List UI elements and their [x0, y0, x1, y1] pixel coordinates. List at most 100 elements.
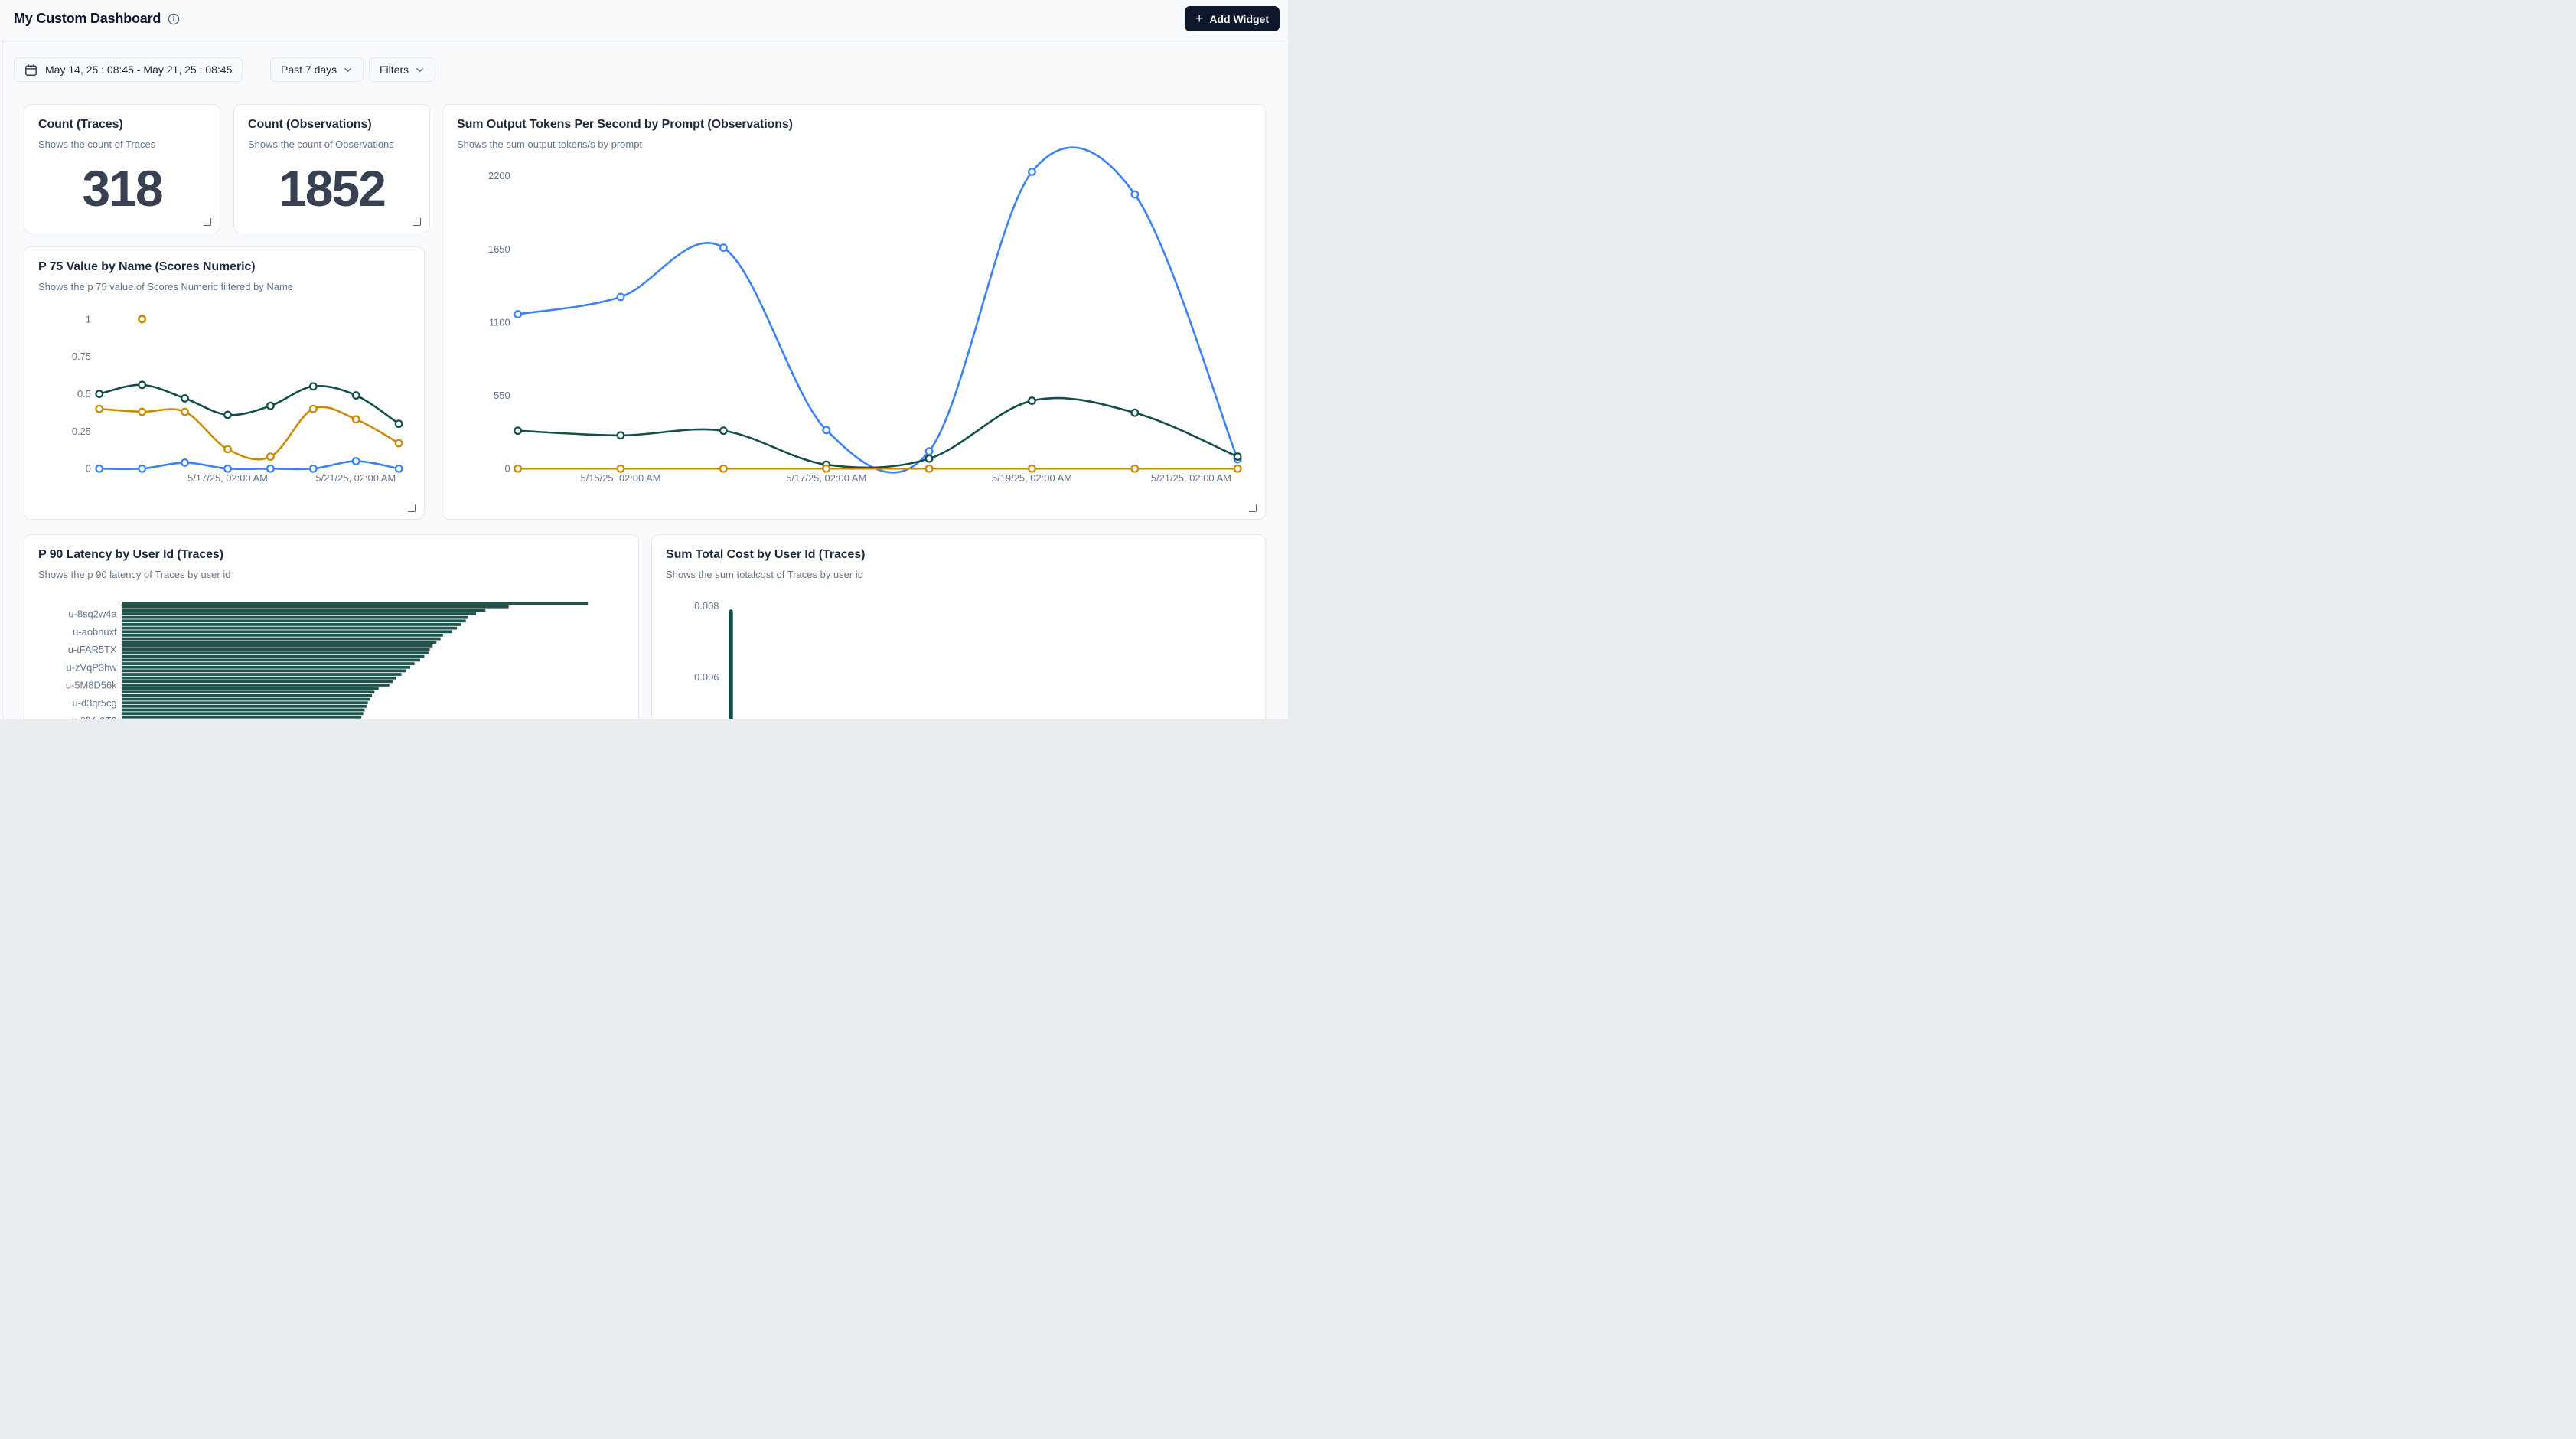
data-point — [926, 465, 933, 472]
data-point — [139, 382, 145, 389]
data-point — [926, 448, 933, 455]
info-icon[interactable] — [168, 13, 180, 25]
line-series-amber — [99, 407, 399, 460]
latency-bar — [122, 641, 436, 644]
latency-bar — [122, 659, 420, 662]
resize-handle-icon[interactable] — [408, 504, 416, 512]
widget-subtitle: Shows the p 75 value of Scores Numeric f… — [38, 281, 410, 292]
data-point — [823, 427, 830, 434]
line-series-blue — [518, 148, 1238, 473]
widget-count-traces: Count (Traces) Shows the count of Traces… — [24, 104, 220, 233]
date-range-picker[interactable]: May 14, 25 : 08:45 - May 21, 25 : 08:45 — [14, 57, 243, 82]
latency-bar — [122, 623, 461, 626]
plus-icon: + — [1195, 11, 1204, 25]
data-point — [267, 453, 274, 460]
latency-bar — [122, 609, 485, 612]
latency-bar — [122, 666, 410, 669]
user-id-label: u-8fVa9T3 — [71, 715, 116, 720]
chevron-down-icon — [343, 65, 353, 75]
date-preset-dropdown[interactable]: Past 7 days — [270, 57, 364, 82]
widget-title: Count (Traces) — [38, 118, 206, 132]
resize-handle-icon[interactable] — [204, 218, 211, 226]
data-point — [353, 392, 360, 399]
y-tick-label: 1650 — [488, 243, 510, 255]
widget-p75-value-chart: P 75 Value by Name (Scores Numeric) Show… — [24, 246, 425, 520]
y-tick-label: 0.008 — [694, 600, 719, 612]
data-point — [720, 244, 727, 251]
data-point — [96, 390, 103, 397]
line-series-teal — [99, 385, 399, 424]
latency-bar — [122, 651, 429, 654]
topbar: My Custom Dashboard + Add Widget — [0, 0, 1288, 38]
data-point — [396, 420, 403, 427]
data-point — [96, 406, 103, 413]
latency-bar — [122, 709, 364, 712]
filters-label: Filters — [380, 64, 409, 76]
widget-count-observations: Count (Observations) Shows the count of … — [233, 104, 430, 233]
user-id-label: u-d3qr5cg — [72, 697, 116, 709]
latency-bar — [122, 627, 457, 630]
resize-handle-icon[interactable] — [413, 218, 421, 226]
chevron-down-icon — [415, 65, 425, 75]
widget-title: Count (Observations) — [248, 118, 416, 132]
metric-value: 318 — [24, 163, 220, 214]
latency-bar — [122, 680, 393, 683]
latency-bar — [122, 605, 509, 609]
y-tick-label: 0.25 — [72, 426, 91, 437]
latency-bar — [122, 701, 368, 704]
data-point — [396, 465, 403, 472]
widget-subtitle: Shows the count of Traces — [38, 139, 206, 150]
data-point — [353, 416, 360, 423]
latency-bar — [122, 673, 401, 676]
widget-title: Sum Total Cost by User Id (Traces) — [666, 548, 1251, 562]
data-point — [720, 465, 727, 472]
data-point — [926, 455, 933, 462]
user-id-label: u-8sq2w4a — [68, 609, 117, 620]
data-point — [1234, 453, 1241, 460]
latency-bar — [122, 677, 396, 680]
data-point — [310, 465, 317, 472]
content-left-border — [2, 38, 3, 720]
latency-bar — [122, 669, 406, 672]
resize-handle-icon[interactable] — [1249, 504, 1257, 512]
latency-bar — [122, 690, 374, 693]
data-point — [139, 465, 145, 472]
y-tick-label: 1100 — [489, 316, 510, 328]
data-point — [514, 311, 521, 318]
latency-bar — [122, 662, 414, 665]
latency-bar — [122, 684, 390, 687]
widget-p90-latency-chart: P 90 Latency by User Id (Traces) Shows t… — [24, 534, 639, 720]
data-point — [1029, 168, 1035, 175]
latency-bar — [122, 705, 367, 708]
add-widget-button[interactable]: + Add Widget — [1185, 6, 1280, 31]
y-tick-label: 0 — [86, 463, 91, 475]
latency-bar — [122, 616, 468, 619]
date-preset-value: Past 7 days — [281, 64, 337, 76]
data-point — [1132, 410, 1139, 416]
y-tick-label: 0 — [504, 463, 510, 475]
filters-dropdown[interactable]: Filters — [369, 57, 435, 82]
widget-tokens-per-second-chart: Sum Output Tokens Per Second by Prompt (… — [442, 104, 1266, 520]
latency-bar — [122, 648, 430, 651]
x-tick-label: 5/21/25, 02:00 AM — [315, 472, 396, 484]
latency-bar — [122, 602, 588, 605]
latency-bar — [122, 612, 476, 615]
user-id-label: u-aobnuxf — [73, 626, 117, 638]
data-point — [1132, 465, 1139, 472]
latency-bar — [122, 712, 363, 715]
x-tick-label: 5/21/25, 02:00 AM — [1151, 472, 1231, 484]
widget-total-cost-chart: Sum Total Cost by User Id (Traces) Shows… — [651, 534, 1266, 720]
latency-bar — [122, 694, 372, 697]
data-point — [823, 465, 830, 472]
calendar-icon — [24, 64, 37, 77]
widget-subtitle: Shows the sum output tokens/s by prompt — [457, 139, 1251, 150]
page-title-group: My Custom Dashboard — [14, 11, 180, 27]
y-tick-label: 1 — [86, 313, 91, 325]
dashboard-page: My Custom Dashboard + Add Widget May 14,… — [0, 0, 1288, 720]
data-point — [181, 395, 188, 402]
metric-value: 1852 — [234, 163, 429, 214]
data-point — [618, 432, 624, 439]
line-chart-tokens-per-second: 05501100165022005/15/25, 02:00 AM5/17/25… — [443, 105, 1265, 519]
x-tick-label: 5/17/25, 02:00 AM — [187, 472, 268, 484]
data-point — [139, 409, 145, 416]
